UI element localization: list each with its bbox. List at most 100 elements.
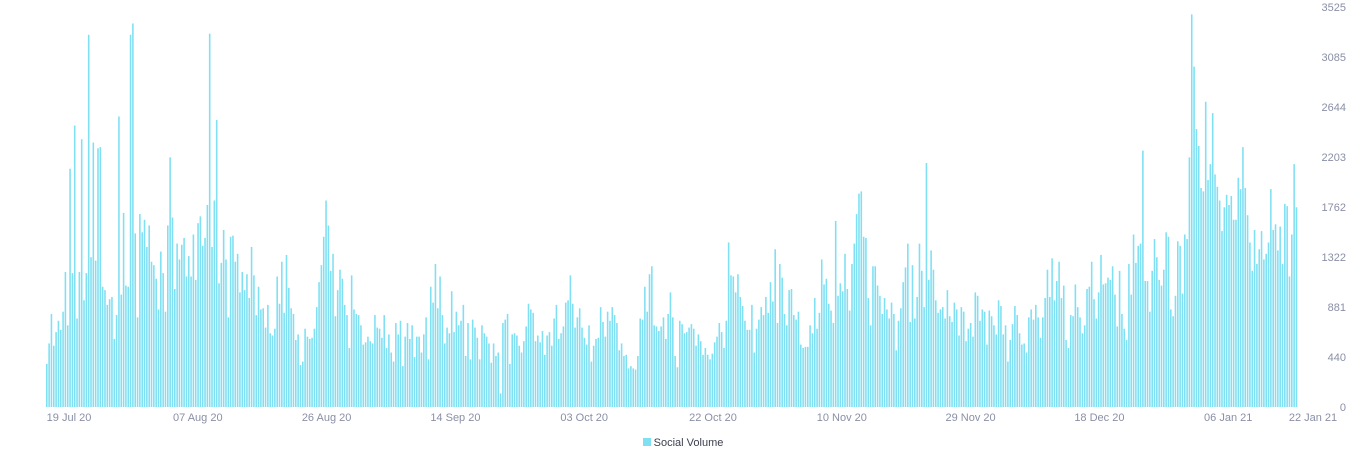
bar[interactable] xyxy=(837,295,839,407)
bar[interactable] xyxy=(781,277,783,407)
bar[interactable] xyxy=(1160,285,1163,407)
bar[interactable] xyxy=(71,273,74,407)
bar[interactable] xyxy=(220,262,223,407)
bar[interactable] xyxy=(457,325,460,407)
bar[interactable] xyxy=(450,291,453,407)
bar[interactable] xyxy=(988,310,991,407)
bar[interactable] xyxy=(713,342,716,407)
bar[interactable] xyxy=(1232,219,1235,407)
bar[interactable] xyxy=(346,315,348,407)
bar[interactable] xyxy=(932,269,935,407)
bar[interactable] xyxy=(865,237,867,407)
bar[interactable] xyxy=(525,326,527,407)
bar[interactable] xyxy=(855,214,858,407)
bar[interactable] xyxy=(604,336,607,407)
bar[interactable] xyxy=(665,338,667,407)
bar[interactable] xyxy=(215,119,218,407)
bar[interactable] xyxy=(653,325,655,407)
bar[interactable] xyxy=(1165,232,1167,407)
bar[interactable] xyxy=(476,337,479,407)
bar[interactable] xyxy=(976,295,979,407)
bar[interactable] xyxy=(776,323,779,407)
bar[interactable] xyxy=(269,333,271,407)
bar[interactable] xyxy=(727,242,730,407)
bar[interactable] xyxy=(222,229,225,407)
bar[interactable] xyxy=(532,312,534,407)
bar[interactable] xyxy=(799,344,802,407)
bar[interactable] xyxy=(176,243,178,407)
bar[interactable] xyxy=(353,309,355,407)
bar[interactable] xyxy=(1209,164,1212,407)
bar[interactable] xyxy=(1293,164,1295,407)
bar[interactable] xyxy=(718,323,721,407)
bar[interactable] xyxy=(513,333,516,407)
bar[interactable] xyxy=(811,333,814,407)
bar[interactable] xyxy=(685,332,688,407)
bar[interactable] xyxy=(900,308,902,407)
bar[interactable] xyxy=(723,347,725,407)
bar[interactable] xyxy=(1228,205,1230,407)
bar[interactable] xyxy=(967,328,970,407)
bar[interactable] xyxy=(90,257,92,407)
bar[interactable] xyxy=(869,325,872,407)
bar[interactable] xyxy=(367,336,369,407)
bar[interactable] xyxy=(590,361,593,407)
bar[interactable] xyxy=(1249,242,1251,407)
bar[interactable] xyxy=(348,347,351,407)
bar[interactable] xyxy=(820,259,823,407)
bar[interactable] xyxy=(1181,293,1184,407)
bar[interactable] xyxy=(576,317,579,407)
bar[interactable] xyxy=(304,328,306,407)
bar[interactable] xyxy=(171,217,174,408)
bar[interactable] xyxy=(1107,277,1109,407)
bar[interactable] xyxy=(1284,203,1286,407)
bar[interactable] xyxy=(681,324,683,407)
bar[interactable] xyxy=(1002,334,1005,407)
bar[interactable] xyxy=(937,312,939,407)
bar[interactable] xyxy=(788,290,790,407)
bar[interactable] xyxy=(48,343,50,407)
bar[interactable] xyxy=(569,275,572,407)
bar[interactable] xyxy=(1274,224,1277,407)
bar[interactable] xyxy=(1146,281,1149,407)
bar[interactable] xyxy=(1286,206,1288,407)
bar[interactable] xyxy=(683,333,686,407)
bar[interactable] xyxy=(997,300,1000,407)
bar[interactable] xyxy=(995,334,998,407)
bar[interactable] xyxy=(1211,113,1214,407)
bar[interactable] xyxy=(958,335,960,407)
bar[interactable] xyxy=(895,350,897,407)
bar[interactable] xyxy=(951,321,953,407)
bar[interactable] xyxy=(1216,186,1219,407)
bar[interactable] xyxy=(1270,189,1272,407)
bar[interactable] xyxy=(1174,295,1177,407)
bar[interactable] xyxy=(790,288,793,407)
bar[interactable] xyxy=(1156,257,1158,407)
bar[interactable] xyxy=(378,328,381,407)
bar[interactable] xyxy=(308,338,311,407)
bar[interactable] xyxy=(613,315,616,407)
bar[interactable] xyxy=(1035,304,1037,407)
bar[interactable] xyxy=(52,345,55,407)
bar[interactable] xyxy=(318,282,320,407)
bar[interactable] xyxy=(876,285,879,407)
bar[interactable] xyxy=(178,259,181,407)
bar[interactable] xyxy=(651,266,653,407)
bar[interactable] xyxy=(241,271,244,407)
bar[interactable] xyxy=(143,219,146,407)
bar[interactable] xyxy=(760,307,763,407)
bar[interactable] xyxy=(797,311,800,407)
bar[interactable] xyxy=(180,244,183,407)
bar[interactable] xyxy=(322,236,325,407)
bar[interactable] xyxy=(506,313,509,407)
bar[interactable] xyxy=(564,302,567,407)
bar[interactable] xyxy=(695,345,697,407)
bar[interactable] xyxy=(423,334,425,407)
bar[interactable] xyxy=(1046,269,1049,407)
bar[interactable] xyxy=(264,327,267,407)
bar[interactable] xyxy=(243,290,246,407)
bar[interactable] xyxy=(1128,264,1130,407)
bar[interactable] xyxy=(948,316,951,407)
bar[interactable] xyxy=(1016,315,1018,407)
bar[interactable] xyxy=(1109,279,1112,407)
